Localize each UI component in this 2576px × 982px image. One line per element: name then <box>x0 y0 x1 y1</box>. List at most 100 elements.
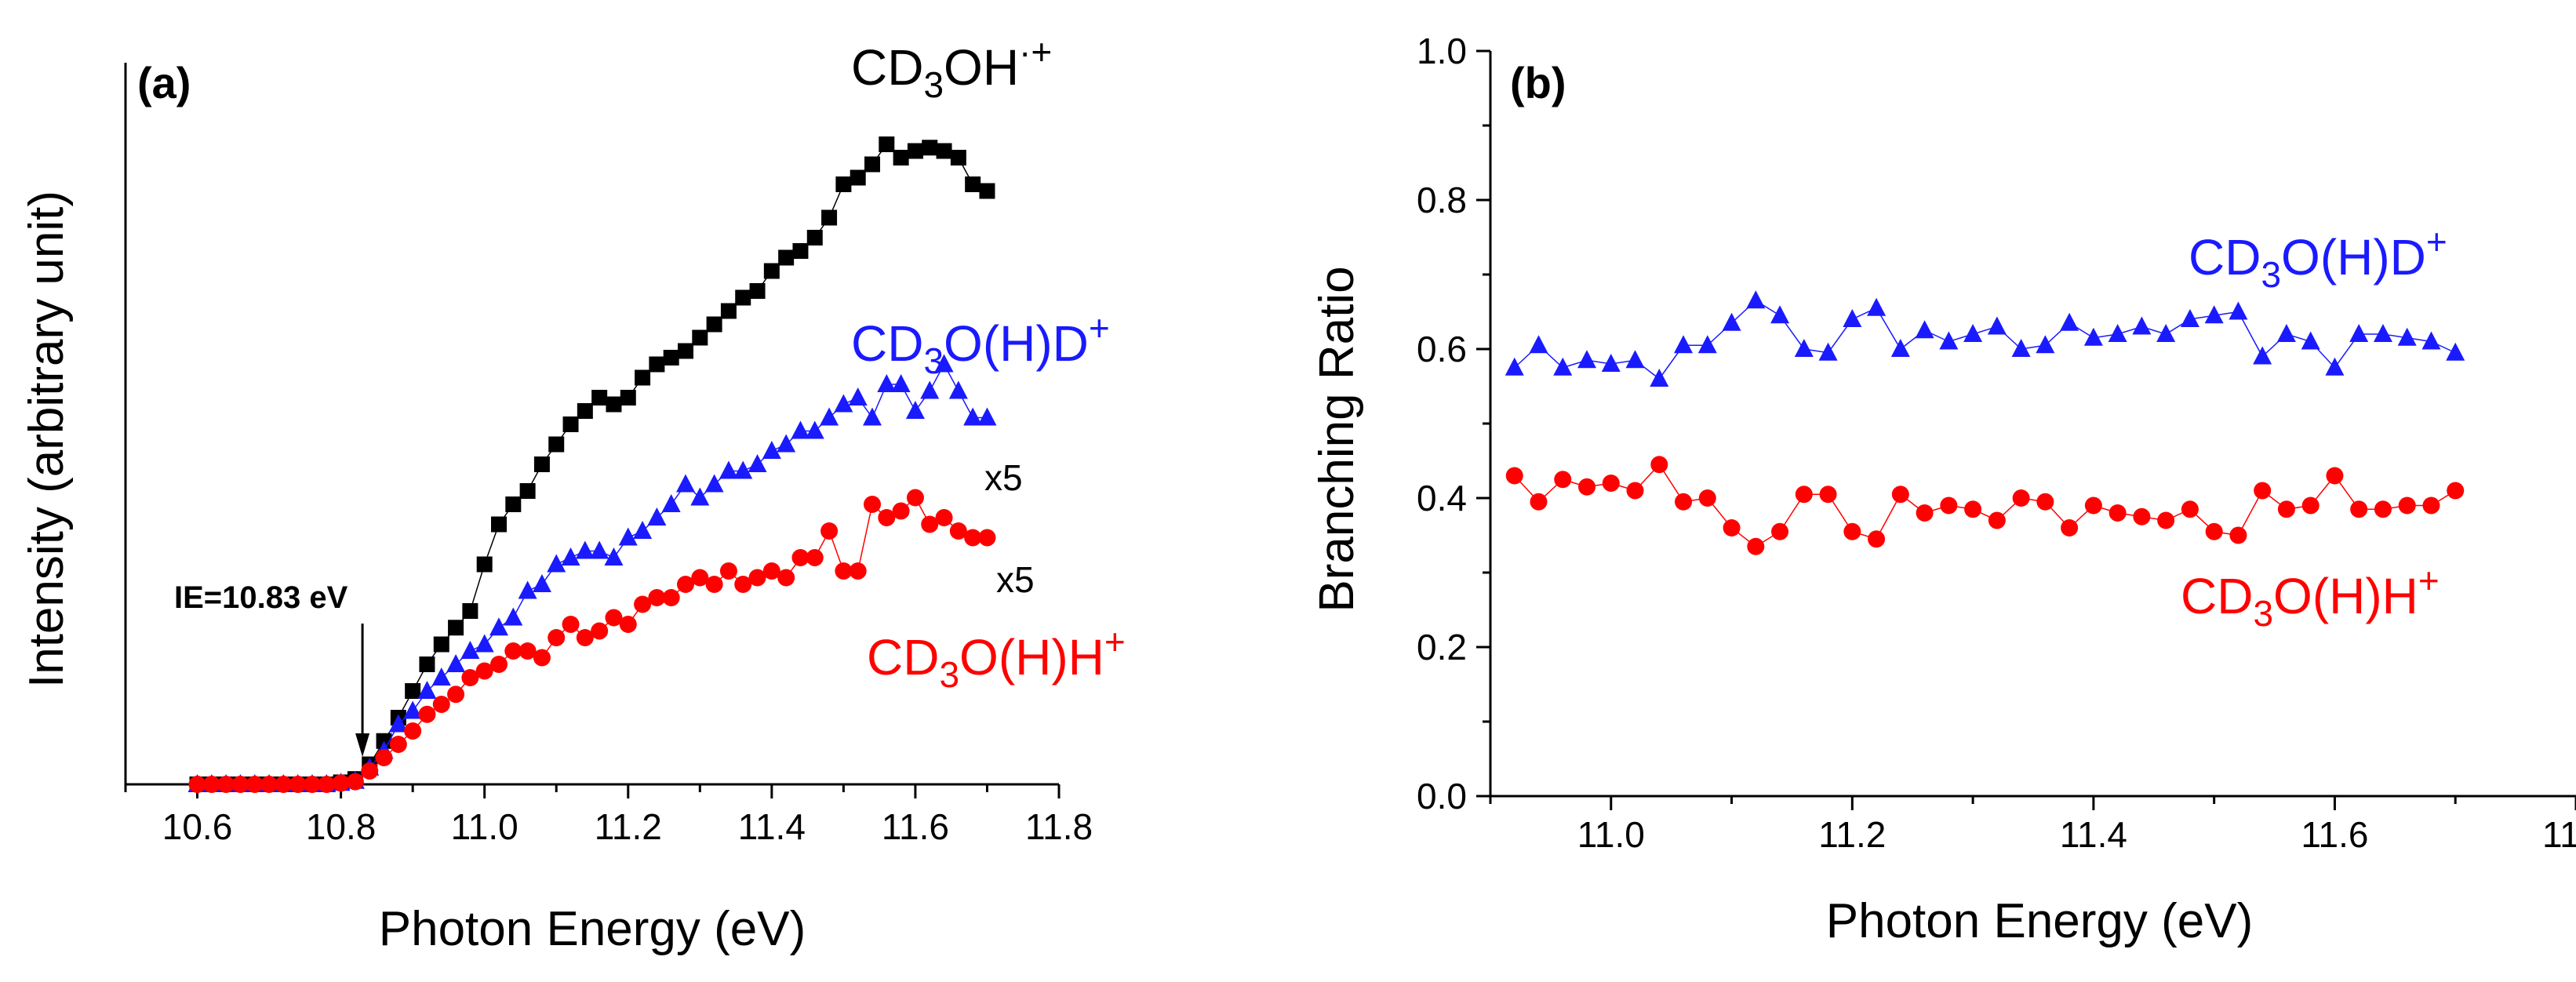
data-point <box>1625 350 1645 369</box>
series-label-main: CD <box>2181 568 2253 624</box>
data-point <box>476 556 493 573</box>
data-point <box>2301 496 2319 515</box>
data-point <box>920 380 940 399</box>
x-tick-label: 11.4 <box>2060 814 2127 855</box>
data-point <box>1674 335 1694 354</box>
series-label-blue: CD3O(H)D+ <box>851 307 1110 381</box>
data-point <box>678 343 693 359</box>
x-tick-label: 11.0 <box>451 806 518 847</box>
series-label-blue: CD3O(H)D+ <box>2189 221 2447 295</box>
data-point <box>1553 357 1573 376</box>
data-point <box>2205 522 2223 540</box>
data-point <box>1868 530 1886 548</box>
data-point <box>791 549 810 566</box>
data-point <box>475 662 493 680</box>
data-point <box>805 420 824 439</box>
data-point <box>231 776 249 793</box>
data-point <box>2229 301 2248 320</box>
data-point <box>405 683 421 699</box>
data-point <box>620 390 636 406</box>
y-tick-label: 0.2 <box>1417 627 1467 667</box>
series-line <box>197 362 988 785</box>
data-point <box>1987 316 2007 335</box>
data-point <box>361 762 379 780</box>
data-point <box>532 574 551 592</box>
data-point <box>490 656 508 673</box>
data-point <box>606 396 622 413</box>
data-point <box>547 554 566 573</box>
data-point <box>2276 324 2296 342</box>
data-point <box>318 776 336 793</box>
data-point <box>504 607 523 626</box>
data-point <box>346 773 364 791</box>
data-point <box>604 547 624 566</box>
data-point <box>977 407 997 426</box>
data-point <box>948 380 968 399</box>
data-point <box>777 434 796 453</box>
series-label-sub: 3 <box>923 64 944 105</box>
multiplier-label-red: x5 <box>996 559 1035 600</box>
data-point <box>548 629 566 646</box>
data-point <box>460 641 480 659</box>
data-point <box>1916 504 1934 522</box>
data-point <box>848 387 868 406</box>
series-label-main: CD <box>867 629 939 686</box>
data-point <box>562 416 579 432</box>
series-label-sub: 3 <box>2261 254 2281 295</box>
series-label-rest: O(H)D <box>2281 229 2426 286</box>
series-label-rest: OH <box>944 39 1019 96</box>
data-point <box>1747 537 1765 555</box>
data-point <box>2374 500 2392 518</box>
series-circle <box>1505 456 2465 555</box>
series-label-sup: ·+ <box>1019 31 1052 72</box>
data-point <box>619 616 637 633</box>
x-tick-label: 11.2 <box>1818 814 1886 855</box>
data-point <box>2132 316 2152 335</box>
data-point <box>1650 456 1668 474</box>
data-point <box>2060 312 2079 331</box>
data-point <box>1529 335 1548 354</box>
data-point <box>1626 482 1644 500</box>
data-point <box>519 483 536 499</box>
data-point <box>1867 297 1887 316</box>
series-line <box>197 143 988 785</box>
data-point <box>591 390 608 406</box>
series-line <box>1514 464 2456 547</box>
x-tick-label: 11.6 <box>882 806 949 847</box>
data-point <box>936 143 952 159</box>
data-point <box>2083 327 2103 346</box>
data-point <box>705 576 723 593</box>
data-point <box>1819 486 1837 504</box>
data-point <box>864 496 881 513</box>
data-point <box>647 507 667 526</box>
y-axis-title: Branching Ratio <box>1310 266 1364 612</box>
data-point <box>1530 493 1548 511</box>
data-point <box>835 176 852 192</box>
multiplier-label-blue: x5 <box>984 457 1023 498</box>
data-point <box>706 316 722 333</box>
data-point <box>704 474 724 493</box>
data-point <box>692 329 708 346</box>
data-point <box>749 283 766 299</box>
data-point <box>879 136 895 152</box>
data-point <box>1915 320 1934 339</box>
data-point <box>403 700 423 719</box>
data-point <box>561 547 580 566</box>
data-point <box>491 516 507 533</box>
data-point <box>289 776 307 793</box>
data-point <box>2036 493 2054 511</box>
data-point <box>2373 324 2392 342</box>
data-point <box>2446 342 2465 361</box>
data-point <box>720 303 737 319</box>
data-point <box>1722 312 1741 331</box>
x-tick-label: 11.6 <box>2301 814 2368 855</box>
y-tick-label: 0.8 <box>1417 180 1467 220</box>
data-point <box>2012 489 2030 507</box>
data-point <box>217 776 235 793</box>
data-point <box>892 502 910 520</box>
data-point <box>2229 526 2247 544</box>
data-point <box>965 176 981 192</box>
data-point <box>733 460 753 479</box>
series-label-main: CD <box>851 39 923 96</box>
data-point <box>922 140 938 156</box>
